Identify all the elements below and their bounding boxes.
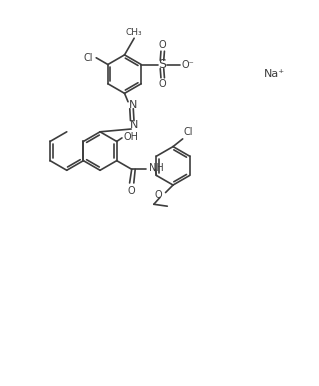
Text: O: O	[154, 190, 162, 200]
Text: O: O	[159, 79, 167, 89]
Text: N: N	[129, 100, 137, 110]
Text: Cl: Cl	[183, 127, 193, 137]
Text: NH: NH	[149, 163, 164, 173]
Text: O: O	[159, 40, 167, 50]
Text: N: N	[130, 120, 138, 130]
Text: CH₃: CH₃	[126, 28, 143, 37]
Text: Cl: Cl	[84, 52, 93, 63]
Text: O⁻: O⁻	[182, 59, 194, 69]
Text: Na⁺: Na⁺	[264, 69, 286, 79]
Text: OH: OH	[123, 132, 138, 142]
Text: S: S	[158, 58, 166, 71]
Text: O: O	[128, 186, 136, 196]
